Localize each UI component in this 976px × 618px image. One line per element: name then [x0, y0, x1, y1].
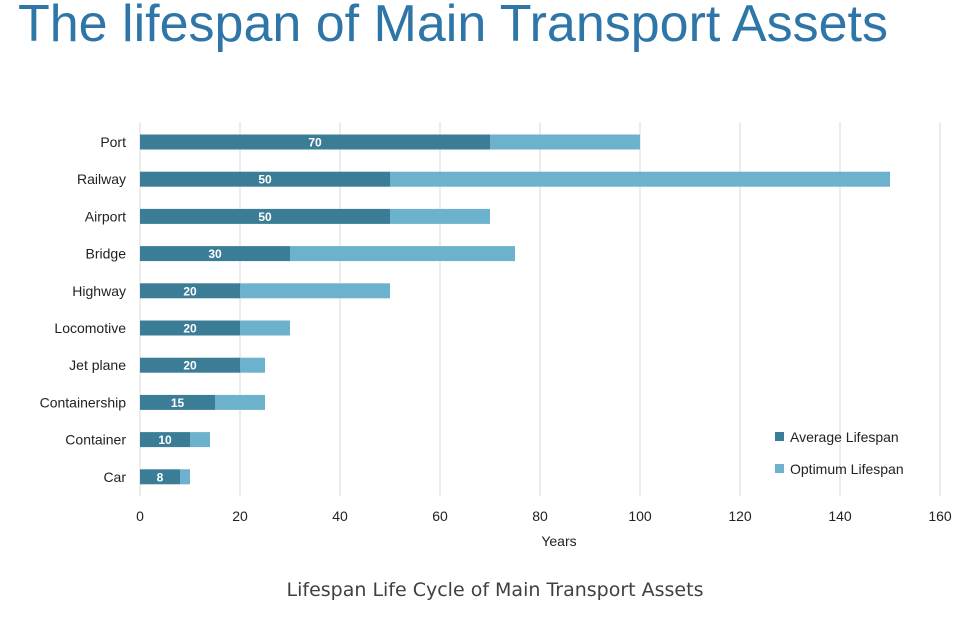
category-label: Airport	[85, 208, 126, 224]
category-label: Locomotive	[54, 320, 126, 336]
x-tick-label: 100	[628, 508, 652, 524]
category-label: Port	[100, 134, 126, 150]
data-label: 20	[183, 284, 197, 298]
bar-segment	[180, 469, 190, 485]
category-label: Bridge	[86, 246, 127, 262]
data-label: 20	[183, 359, 197, 373]
bar-segment	[140, 394, 215, 410]
bar-segment	[390, 208, 490, 224]
bar-segment	[140, 171, 390, 187]
chart-caption: Lifespan Life Cycle of Main Transport As…	[286, 579, 704, 601]
page-title: The lifespan of Main Transport Assets	[18, 0, 888, 53]
x-axis-title: Years	[541, 533, 576, 549]
category-label: Car	[103, 469, 126, 485]
bar-segment	[140, 208, 390, 224]
bar-segment	[140, 283, 240, 299]
category-labels: Port Railway Airport Bridge Highway Locomotiv…	[40, 134, 127, 485]
bar-segment	[140, 469, 180, 485]
bar-segment	[240, 283, 390, 299]
data-label: 70	[308, 136, 322, 150]
legend: Average Lifespan Optimum Lifespan	[775, 429, 904, 477]
x-tick-labels: 0 20 40 60 80 100 120 140 160	[136, 508, 952, 524]
bar-segment	[240, 320, 290, 336]
category-label: Railway	[77, 171, 126, 187]
data-label: 20	[183, 322, 197, 336]
bar-segment	[215, 394, 265, 410]
legend-label: Optimum Lifespan	[790, 461, 904, 477]
x-tick-label: 160	[928, 508, 952, 524]
x-tick-label: 0	[136, 508, 144, 524]
category-label: Container	[65, 432, 126, 448]
bar-segment	[140, 320, 240, 336]
x-tick-label: 40	[332, 508, 348, 524]
bar-segment	[140, 246, 290, 262]
data-label: 50	[258, 173, 272, 187]
bar-segment	[140, 357, 240, 373]
category-label: Jet plane	[69, 357, 126, 373]
x-tick-label: 80	[532, 508, 548, 524]
data-label: 8	[157, 470, 164, 484]
x-tick-label: 20	[232, 508, 248, 524]
x-tick-label: 140	[828, 508, 852, 524]
data-label: 10	[158, 433, 172, 447]
legend-swatch	[775, 432, 784, 441]
bar-segment	[490, 134, 640, 150]
legend-label: Average Lifespan	[790, 429, 899, 445]
x-tick-label: 60	[432, 508, 448, 524]
category-label: Highway	[72, 283, 126, 299]
bar-segment	[140, 432, 190, 448]
bars: 70 50 50 30 20 20 20 15 10 8	[140, 134, 890, 485]
category-label: Containership	[40, 394, 127, 410]
x-tick-label: 120	[728, 508, 752, 524]
bar-segment	[290, 246, 515, 262]
data-label: 50	[258, 210, 272, 224]
bar-segment	[190, 432, 210, 448]
data-label: 15	[171, 396, 185, 410]
bar-segment	[390, 171, 890, 187]
data-label: 30	[208, 247, 222, 261]
bar-segment	[240, 357, 265, 373]
bar-chart: 70 50 50 30 20 20 20 15 10 8 Port Railway Airport Br…	[40, 122, 952, 549]
bar-segment	[140, 134, 490, 150]
legend-swatch	[775, 464, 784, 473]
